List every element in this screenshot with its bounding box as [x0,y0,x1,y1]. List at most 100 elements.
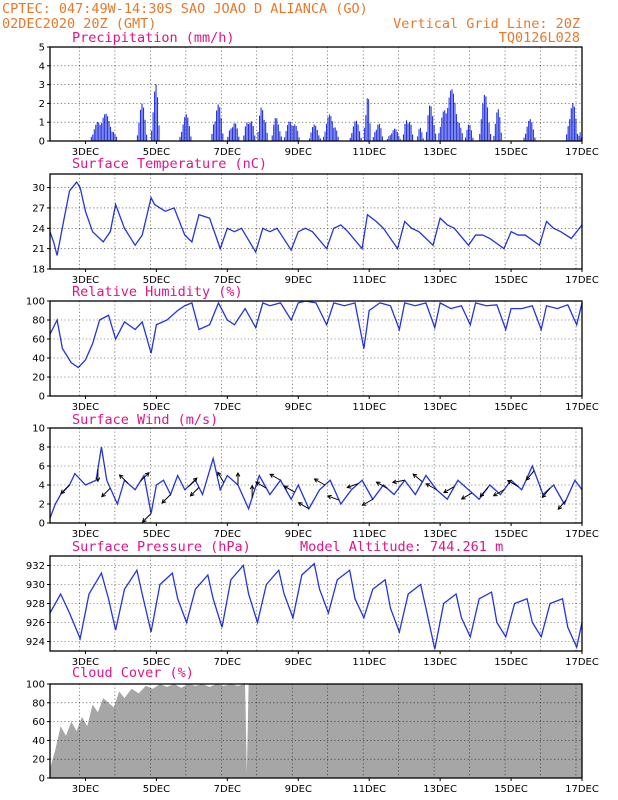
precip-bar [331,121,333,141]
precip-bar [212,124,215,141]
precip-bar [333,127,335,141]
y-tick-label: 10 [32,424,45,435]
precip-bar [136,135,139,141]
precip-bar [181,131,183,141]
x-tick-label: 9DEC [285,147,312,158]
x-tick-label: 9DEC [285,784,312,795]
plot-frame [49,427,583,524]
wind-vector-arrow [297,502,310,510]
precip-bar [394,128,396,141]
precip-bar [158,125,160,141]
precip-bar [392,130,394,141]
precip-bar [391,133,393,141]
precip-bar [381,136,383,141]
precip-bar [485,96,487,141]
precip-bar [265,122,267,141]
precip-bar [315,125,317,141]
wind-vector-arrow [95,469,101,483]
precip-bar [152,112,154,141]
precip-bar [326,123,328,141]
precip-bar [359,131,361,141]
precip-bar [285,131,287,141]
y-tick-label: 24 [32,224,45,235]
precip-bar [138,122,140,141]
precip-bar [190,136,192,141]
precip-bar [257,131,259,141]
precip-bar [366,98,368,141]
precip-bar [427,115,429,141]
precip-bar [388,136,390,141]
precip-bar [380,128,382,141]
precip-bar [375,129,377,141]
x-tick-label: 7DEC [214,275,241,286]
precip-bar [365,115,367,141]
precip-bar [284,137,286,141]
y-tick-label: 21 [32,244,45,255]
y-tick-label: 27 [32,203,45,214]
x-tick-label: 7DEC [214,784,241,795]
precip-bar [220,118,222,141]
precip-bar [399,139,401,141]
precip-bar [441,117,443,141]
precip-bar [187,117,189,141]
header-station: CPTEC: 047:49W-14:30S SAO JOAO D ALIANCA… [2,1,368,17]
precip-bar [336,130,338,141]
precip-bar [334,127,336,141]
x-tick-label: 15DEC [494,275,528,286]
wind-vector-arrow [361,498,373,506]
precip-bar [249,122,251,141]
precip-bar [435,133,437,141]
precip-bar [271,135,273,141]
precip-bar [407,123,409,141]
precip-bar [259,115,261,141]
wind-vector-arrow [557,499,567,511]
precip-bar [466,129,468,141]
y-tick-label: 20 [32,755,45,766]
precip-bar [104,114,106,141]
precip-bar [327,117,329,141]
precip-bar [93,129,95,141]
precip-bar [298,137,300,141]
humidity-panel: Relative Humidity (%) 0 20 40 60 80 100 3DEC 5D… [26,284,599,413]
y-tick-label: 8 [39,443,45,454]
x-tick-label: 5DEC [143,657,170,668]
precip-bar [534,137,536,141]
wind-vector-arrow [412,473,423,483]
precip-bar [182,124,184,141]
precip-bar [479,133,481,141]
precip-bar [467,124,469,141]
precip-bar [274,118,276,141]
humidity-title: Relative Humidity (%) [72,284,243,300]
precip-bar [369,123,371,141]
wind-vector-arrow [217,471,225,483]
y-tick-label: 4 [39,481,45,492]
precip-bar [263,119,265,141]
cloud-cover-title: Cloud Cover (%) [72,665,194,681]
y-tick-label: 40 [32,736,45,747]
precip-bar [580,137,582,141]
precip-bar [470,130,472,141]
x-tick-label: 17DEC [565,529,599,540]
y-tick-label: 926 [26,618,45,629]
precip-bar [433,124,435,141]
precip-bar [101,123,103,141]
wind-vector-arrow [118,474,129,484]
rh-series-line [49,300,583,369]
y-tick-label: 60 [32,335,45,346]
wind-vector-arrow [346,482,359,489]
wind-vector-arrow [189,487,200,497]
x-tick-label: 17DEC [565,275,599,286]
x-tick-label: 11DEC [352,275,386,286]
precip-bar [95,124,97,141]
precip-bar [529,119,531,141]
precipitation-panel: Precipitation (mm/h) 0 1 2 3 4 5 3DEC 5DEC 7DEC 9… [39,30,599,158]
cloud-cover-area [50,684,582,778]
y-tick-label: 5 [39,43,45,54]
precip-bar [214,121,216,141]
x-tick-label: 13DEC [423,275,457,286]
wind-vector-arrow [249,484,255,498]
wind-title: Surface Wind (m/s) [72,412,218,428]
x-tick-label: 15DEC [494,657,528,668]
x-tick-label: 17DEC [565,784,599,795]
